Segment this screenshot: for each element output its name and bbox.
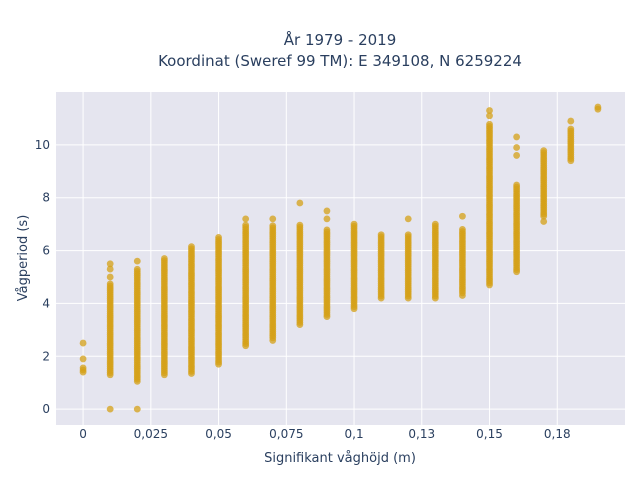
data-point [459,292,466,299]
data-point [513,144,521,151]
data-point [160,255,168,262]
data-point [269,222,277,230]
data-point [350,220,358,228]
data-point [459,212,466,220]
data-point [513,181,521,189]
y-axis-ticks: 0 2 4 6 8 10 [35,138,50,416]
data-point [486,107,493,114]
x-tick-label: 0 [79,427,87,441]
data-point [106,273,114,281]
x-tick-label: 0,075 [269,427,303,441]
data-point [242,221,250,229]
data-point [133,405,141,413]
x-axis-title: Signifikant våghöjd (m) [264,451,416,466]
grid-lines [56,92,625,425]
data-point [323,215,331,223]
data-point [242,215,250,223]
chart-title-line-2: Koordinat (Sweref 99 TM): E 349108, N 62… [158,52,522,70]
data-point [323,226,331,234]
data-point [486,112,493,120]
data-point [404,231,412,239]
data-point [567,125,575,133]
data-point [79,364,87,372]
y-tick-label: 0 [42,402,50,416]
data-point [188,243,195,251]
data-point [133,257,141,265]
x-tick-label: 0,13 [408,427,435,441]
chart-title-line-1: År 1979 - 2019 [284,30,397,49]
x-tick-label: 0,025 [134,427,168,441]
data-point [269,337,277,344]
y-tick-label: 6 [42,244,50,258]
x-axis-ticks: 0 0,025 0,05 0,075 0,1 0,13 0,15 0,18 [79,427,570,441]
data-point [431,220,439,228]
data-point [513,152,521,159]
x-tick-label: 0,05 [205,427,232,441]
x-tick-label: 0,1 [345,427,364,441]
data-point [79,355,87,363]
data-point [296,199,304,207]
data-point [106,280,114,288]
data-point [133,265,141,273]
y-axis-title: Vågperiod (s) [16,215,31,302]
y-tick-label: 8 [42,191,50,205]
data-point [513,133,521,141]
data-point [106,265,114,273]
x-tick-label: 0,18 [544,427,571,441]
y-tick-label: 4 [42,296,50,310]
data-point [486,120,493,128]
data-point [540,218,548,225]
data-point [540,147,548,155]
data-point [296,221,304,229]
data-point [106,405,114,413]
y-tick-label: 2 [42,349,50,363]
data-point [79,339,87,347]
data-point [106,260,114,268]
data-point [404,215,412,223]
data-point [377,231,385,239]
data-point [567,117,575,125]
data-point [459,226,466,233]
data-points [79,103,602,413]
data-point [323,207,331,215]
data-point [269,215,277,223]
y-tick-label: 10 [35,138,50,152]
data-point [594,103,602,111]
data-point [215,233,222,241]
x-tick-label: 0,15 [476,427,503,441]
plot-area [56,92,625,425]
